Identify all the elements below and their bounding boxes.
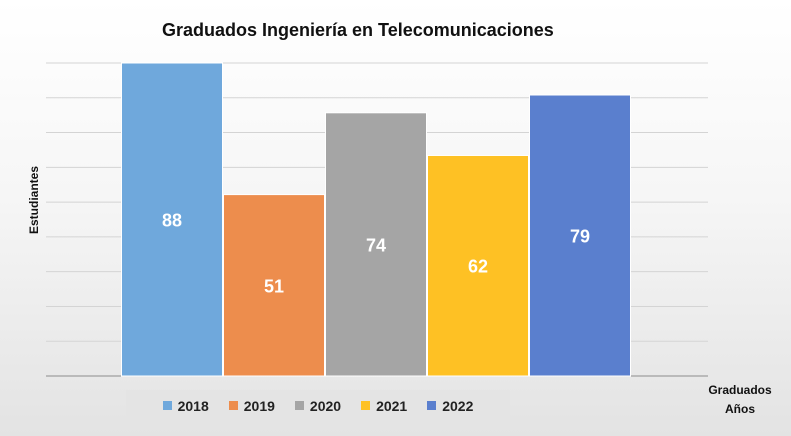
- data-label-2019: 51: [264, 276, 284, 296]
- legend-item-2020: 2020: [294, 397, 342, 414]
- data-label-2022: 79: [570, 227, 590, 247]
- legend-label: 2020: [309, 397, 342, 414]
- legend: 2018 2019 2020 2021 2022: [126, 390, 510, 421]
- x-axis-label-line-2: Años: [725, 402, 755, 416]
- legend-item-2019: 2019: [228, 397, 275, 414]
- bar-2019: [223, 194, 325, 377]
- legend-item-2021: 2021: [361, 398, 407, 414]
- data-label-2021: 62: [468, 257, 488, 277]
- legend-swatch: [162, 401, 172, 410]
- data-label-2020: 74: [366, 235, 386, 255]
- legend-label: 2018: [177, 397, 209, 414]
- legend-swatch: [427, 401, 437, 410]
- legend-label: 2022: [442, 397, 474, 414]
- y-axis-label: Estudiantes: [27, 165, 41, 235]
- legend-item-2022: 2022: [427, 398, 473, 414]
- bar-2021: [427, 154, 529, 377]
- chart-title: Graduados Ingeniería en Telecomunicacion…: [162, 20, 554, 40]
- bar-2020: [325, 112, 427, 377]
- legend-label: 2019: [243, 397, 275, 414]
- legend-swatch: [361, 401, 371, 410]
- bar-2022: [529, 94, 631, 377]
- legend-item-2018: 2018: [162, 397, 209, 414]
- legend-swatch: [294, 401, 304, 410]
- x-axis-label: Graduados Años: [690, 381, 790, 419]
- legend-swatch: [228, 401, 238, 410]
- legend-label: 2021: [376, 397, 408, 414]
- data-label-2018: 88: [162, 211, 182, 231]
- bar-2018: [121, 62, 223, 377]
- x-axis-label-line-1: Graduados: [708, 383, 772, 397]
